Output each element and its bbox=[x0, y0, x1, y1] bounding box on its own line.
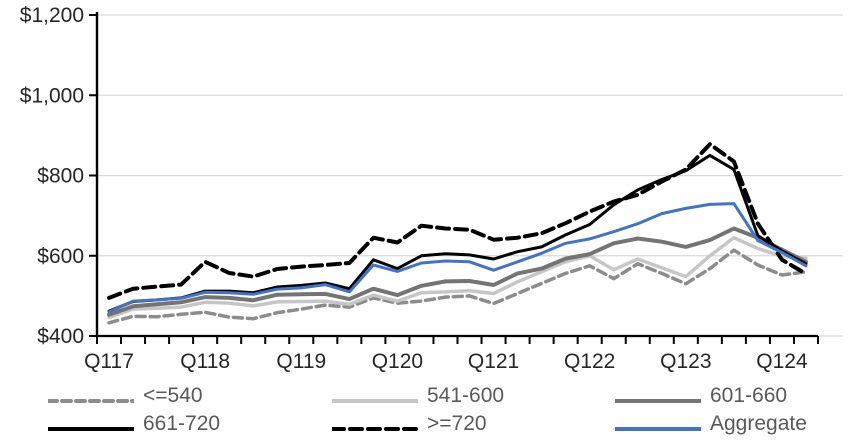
svg-text:$600: $600 bbox=[37, 245, 84, 268]
svg-text:$800: $800 bbox=[37, 165, 84, 188]
svg-text:$1,000: $1,000 bbox=[20, 84, 84, 107]
svg-text:$1,200: $1,200 bbox=[20, 4, 84, 27]
svg-text:Q120: Q120 bbox=[372, 350, 423, 373]
svg-text:Q124: Q124 bbox=[756, 350, 808, 373]
svg-text:$400: $400 bbox=[37, 325, 84, 348]
svg-text:Q119: Q119 bbox=[276, 350, 326, 373]
svg-text:Q123: Q123 bbox=[660, 350, 711, 373]
svg-text:Q117: Q117 bbox=[84, 350, 134, 373]
svg-text:Q121: Q121 bbox=[468, 350, 519, 373]
svg-text:Q122: Q122 bbox=[564, 350, 615, 373]
svg-text:Q118: Q118 bbox=[180, 350, 230, 373]
